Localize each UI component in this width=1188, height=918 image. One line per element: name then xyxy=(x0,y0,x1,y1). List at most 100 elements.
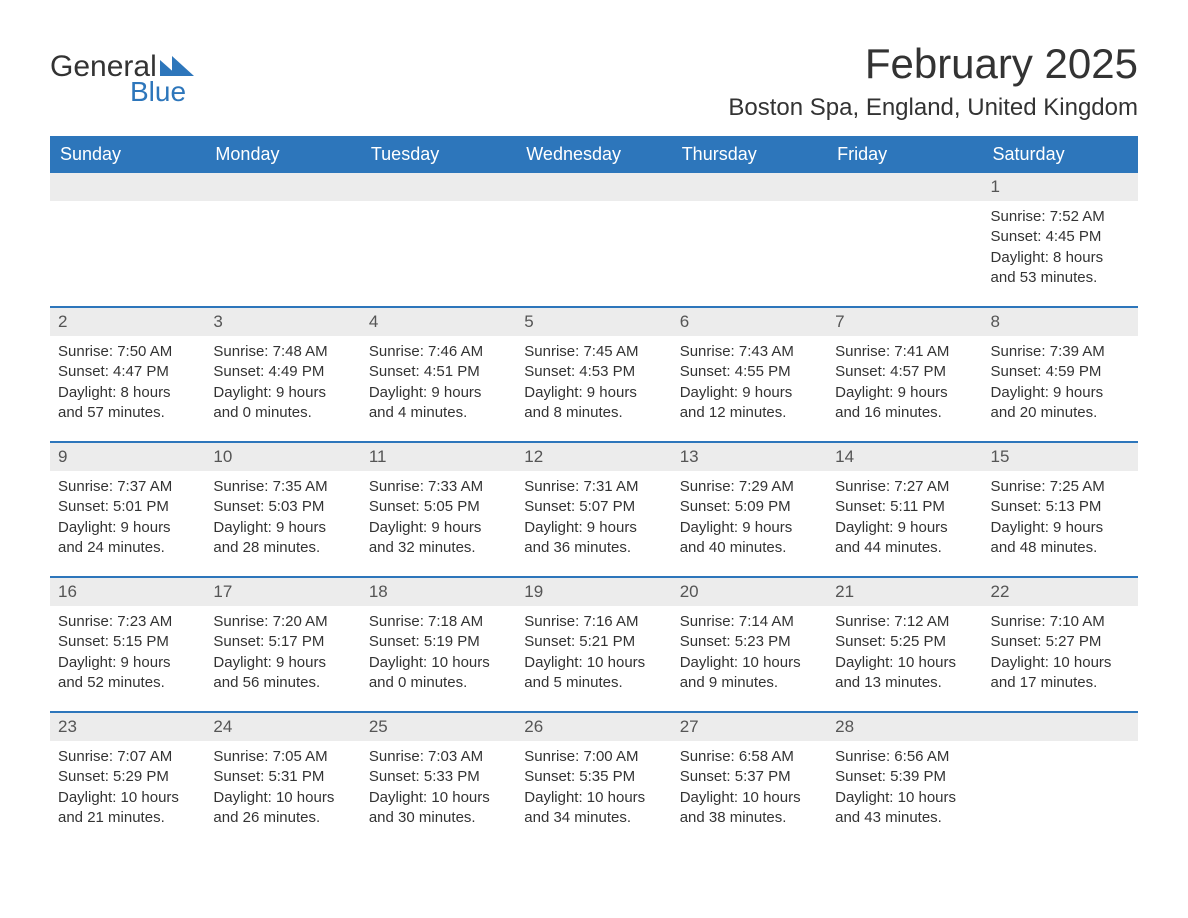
day-body: Sunrise: 7:52 AMSunset: 4:45 PMDaylight:… xyxy=(983,201,1138,296)
day-info-line: Sunset: 5:25 PM xyxy=(835,632,974,652)
day-number xyxy=(983,713,1138,741)
calendar-day-cell: 6Sunrise: 7:43 AMSunset: 4:55 PMDaylight… xyxy=(672,308,827,431)
day-body: Sunrise: 7:20 AMSunset: 5:17 PMDaylight:… xyxy=(205,606,360,701)
day-info-line: Sunrise: 6:56 AM xyxy=(835,747,974,767)
day-info-line: Daylight: 10 hours and 34 minutes. xyxy=(524,788,663,829)
calendar-week: 9Sunrise: 7:37 AMSunset: 5:01 PMDaylight… xyxy=(50,441,1138,566)
day-info-line: Sunset: 5:13 PM xyxy=(991,497,1130,517)
day-number: 10 xyxy=(205,443,360,471)
day-number: 25 xyxy=(361,713,516,741)
calendar-day-cell xyxy=(361,173,516,296)
day-number: 24 xyxy=(205,713,360,741)
day-number: 4 xyxy=(361,308,516,336)
location-subtitle: Boston Spa, England, United Kingdom xyxy=(728,94,1138,122)
day-info-line: Sunrise: 7:07 AM xyxy=(58,747,197,767)
day-info-line: Daylight: 10 hours and 5 minutes. xyxy=(524,653,663,694)
day-body: Sunrise: 7:46 AMSunset: 4:51 PMDaylight:… xyxy=(361,336,516,431)
day-info-line: Daylight: 10 hours and 17 minutes. xyxy=(991,653,1130,694)
day-info-line: Sunrise: 7:27 AM xyxy=(835,477,974,497)
day-info-line: Sunrise: 7:43 AM xyxy=(680,342,819,362)
calendar-day-cell: 20Sunrise: 7:14 AMSunset: 5:23 PMDayligh… xyxy=(672,578,827,701)
day-body: Sunrise: 7:43 AMSunset: 4:55 PMDaylight:… xyxy=(672,336,827,431)
day-number: 2 xyxy=(50,308,205,336)
day-number: 9 xyxy=(50,443,205,471)
calendar-day-cell: 21Sunrise: 7:12 AMSunset: 5:25 PMDayligh… xyxy=(827,578,982,701)
day-info-line: Sunrise: 7:35 AM xyxy=(213,477,352,497)
day-info-line: Sunrise: 7:33 AM xyxy=(369,477,508,497)
day-info-line: Daylight: 10 hours and 26 minutes. xyxy=(213,788,352,829)
weekday-header-cell: Saturday xyxy=(983,136,1138,173)
calendar-weekday-header: SundayMondayTuesdayWednesdayThursdayFrid… xyxy=(50,136,1138,173)
day-number xyxy=(361,173,516,201)
day-body: Sunrise: 7:31 AMSunset: 5:07 PMDaylight:… xyxy=(516,471,671,566)
day-info-line: Sunrise: 7:29 AM xyxy=(680,477,819,497)
calendar-day-cell: 27Sunrise: 6:58 AMSunset: 5:37 PMDayligh… xyxy=(672,713,827,836)
day-info-line: Daylight: 9 hours and 8 minutes. xyxy=(524,383,663,424)
day-info-line: Sunset: 5:21 PM xyxy=(524,632,663,652)
calendar-day-cell: 13Sunrise: 7:29 AMSunset: 5:09 PMDayligh… xyxy=(672,443,827,566)
day-info-line: Sunrise: 7:25 AM xyxy=(991,477,1130,497)
day-number xyxy=(827,173,982,201)
day-info-line: Daylight: 8 hours and 53 minutes. xyxy=(991,248,1130,289)
calendar-day-cell: 22Sunrise: 7:10 AMSunset: 5:27 PMDayligh… xyxy=(983,578,1138,701)
day-info-line: Daylight: 9 hours and 56 minutes. xyxy=(213,653,352,694)
calendar-day-cell: 24Sunrise: 7:05 AMSunset: 5:31 PMDayligh… xyxy=(205,713,360,836)
day-number xyxy=(516,173,671,201)
day-info-line: Sunset: 5:23 PM xyxy=(680,632,819,652)
calendar-day-cell: 23Sunrise: 7:07 AMSunset: 5:29 PMDayligh… xyxy=(50,713,205,836)
day-info-line: Sunset: 5:15 PM xyxy=(58,632,197,652)
calendar-day-cell: 11Sunrise: 7:33 AMSunset: 5:05 PMDayligh… xyxy=(361,443,516,566)
day-number: 13 xyxy=(672,443,827,471)
day-number: 7 xyxy=(827,308,982,336)
calendar-day-cell xyxy=(827,173,982,296)
day-info-line: Sunrise: 7:16 AM xyxy=(524,612,663,632)
day-info-line: Sunrise: 7:18 AM xyxy=(369,612,508,632)
day-body: Sunrise: 6:56 AMSunset: 5:39 PMDaylight:… xyxy=(827,741,982,836)
day-body: Sunrise: 7:37 AMSunset: 5:01 PMDaylight:… xyxy=(50,471,205,566)
day-info-line: Sunset: 5:39 PM xyxy=(835,767,974,787)
day-body: Sunrise: 7:29 AMSunset: 5:09 PMDaylight:… xyxy=(672,471,827,566)
day-info-line: Sunset: 5:31 PM xyxy=(213,767,352,787)
day-body: Sunrise: 6:58 AMSunset: 5:37 PMDaylight:… xyxy=(672,741,827,836)
day-body xyxy=(50,201,205,215)
day-info-line: Daylight: 10 hours and 38 minutes. xyxy=(680,788,819,829)
day-number: 5 xyxy=(516,308,671,336)
day-info-line: Daylight: 9 hours and 12 minutes. xyxy=(680,383,819,424)
calendar-day-cell xyxy=(983,713,1138,836)
day-info-line: Daylight: 8 hours and 57 minutes. xyxy=(58,383,197,424)
day-info-line: Sunset: 4:45 PM xyxy=(991,227,1130,247)
calendar-day-cell xyxy=(205,173,360,296)
calendar-day-cell: 19Sunrise: 7:16 AMSunset: 5:21 PMDayligh… xyxy=(516,578,671,701)
day-info-line: Sunset: 5:29 PM xyxy=(58,767,197,787)
day-number: 28 xyxy=(827,713,982,741)
day-info-line: Daylight: 9 hours and 20 minutes. xyxy=(991,383,1130,424)
day-info-line: Sunset: 5:05 PM xyxy=(369,497,508,517)
day-body xyxy=(827,201,982,215)
day-body: Sunrise: 7:50 AMSunset: 4:47 PMDaylight:… xyxy=(50,336,205,431)
calendar-week: 16Sunrise: 7:23 AMSunset: 5:15 PMDayligh… xyxy=(50,576,1138,701)
day-info-line: Daylight: 10 hours and 13 minutes. xyxy=(835,653,974,694)
day-info-line: Sunrise: 7:41 AM xyxy=(835,342,974,362)
day-info-line: Daylight: 9 hours and 40 minutes. xyxy=(680,518,819,559)
day-body: Sunrise: 7:14 AMSunset: 5:23 PMDaylight:… xyxy=(672,606,827,701)
day-body: Sunrise: 7:00 AMSunset: 5:35 PMDaylight:… xyxy=(516,741,671,836)
day-info-line: Daylight: 9 hours and 16 minutes. xyxy=(835,383,974,424)
calendar-day-cell xyxy=(672,173,827,296)
day-body: Sunrise: 7:27 AMSunset: 5:11 PMDaylight:… xyxy=(827,471,982,566)
day-info-line: Daylight: 10 hours and 21 minutes. xyxy=(58,788,197,829)
day-body xyxy=(672,201,827,215)
calendar-day-cell: 18Sunrise: 7:18 AMSunset: 5:19 PMDayligh… xyxy=(361,578,516,701)
day-number: 14 xyxy=(827,443,982,471)
day-body: Sunrise: 7:07 AMSunset: 5:29 PMDaylight:… xyxy=(50,741,205,836)
calendar-day-cell: 10Sunrise: 7:35 AMSunset: 5:03 PMDayligh… xyxy=(205,443,360,566)
day-number xyxy=(205,173,360,201)
day-info-line: Sunrise: 7:52 AM xyxy=(991,207,1130,227)
day-number: 11 xyxy=(361,443,516,471)
day-info-line: Sunrise: 7:45 AM xyxy=(524,342,663,362)
day-info-line: Sunset: 4:55 PM xyxy=(680,362,819,382)
day-body xyxy=(983,741,1138,755)
calendar-day-cell: 7Sunrise: 7:41 AMSunset: 4:57 PMDaylight… xyxy=(827,308,982,431)
day-info-line: Sunrise: 6:58 AM xyxy=(680,747,819,767)
day-number: 27 xyxy=(672,713,827,741)
day-info-line: Sunrise: 7:48 AM xyxy=(213,342,352,362)
